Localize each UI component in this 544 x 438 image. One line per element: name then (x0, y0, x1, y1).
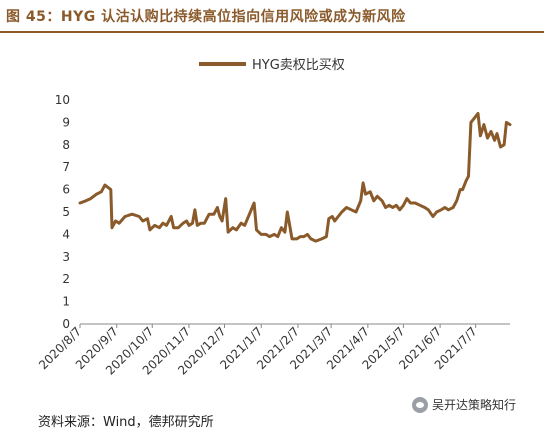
y-tick-label: 9 (62, 115, 70, 129)
watermark-text: 吴开达策略知行 (432, 398, 517, 412)
y-tick-label: 2 (62, 272, 70, 286)
series-line-hyg (78, 111, 512, 243)
y-tick-label: 8 (62, 138, 70, 152)
y-tick-label: 7 (62, 160, 70, 174)
y-tick-label: 6 (62, 183, 70, 197)
y-tick-label: 3 (62, 250, 70, 264)
figure-title: 图 45：HYG 认沽认购比持续高位指向信用风险或成为新风险 (6, 9, 406, 25)
line-chart: HYG卖权比买权0123456789102020/8/72020/9/72020… (36, 57, 512, 378)
legend-label: HYG卖权比买权 (252, 57, 345, 73)
y-tick-label: 1 (62, 295, 70, 309)
y-tick-label: 10 (55, 93, 70, 107)
y-tick-label: 0 (62, 317, 70, 331)
title-divider (0, 31, 544, 33)
watermark: 吴开达策略知行 (412, 396, 516, 413)
y-tick-label: 4 (62, 227, 70, 241)
source-note: 资料来源：Wind，德邦研究所 (38, 415, 214, 430)
wechat-icon (412, 396, 428, 413)
title-bar: 图 45：HYG 认沽认购比持续高位指向信用风险或成为新风险 (0, 0, 544, 34)
y-tick-label: 5 (62, 205, 70, 219)
